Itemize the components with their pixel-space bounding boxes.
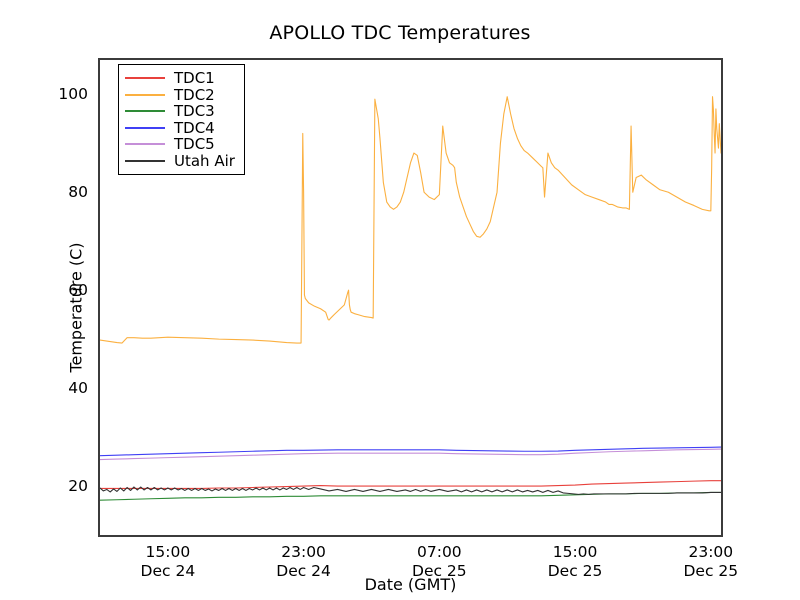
legend-item: Utah Air xyxy=(125,151,235,170)
y-tick-label: 20 xyxy=(68,477,88,496)
x-tick-time: 23:00 xyxy=(281,543,326,561)
legend-label: TDC4 xyxy=(174,118,215,137)
legend-box: TDC1 TDC2 TDC3 TDC4 TDC5 Utah Air xyxy=(118,64,245,175)
legend-color-swatch xyxy=(125,143,165,146)
x-tick-time: 15:00 xyxy=(145,543,191,561)
legend-color-swatch xyxy=(125,93,165,96)
y-tick-label: 60 xyxy=(68,281,88,300)
x-tick-time: 15:00 xyxy=(552,543,598,561)
legend-label: TDC2 xyxy=(174,85,215,104)
x-tick-label: 15:00 Dec 24 xyxy=(141,543,196,581)
series-line-tdc5 xyxy=(100,448,721,461)
legend-label: TDC1 xyxy=(174,69,215,87)
x-tick-time: 07:00 xyxy=(417,543,462,561)
legend-item: TDC1 xyxy=(125,70,235,87)
legend-label: TDC3 xyxy=(174,102,215,120)
x-tick-date: Dec 24 xyxy=(276,562,331,580)
legend-item: TDC5 xyxy=(125,136,235,153)
x-tick-date: Dec 25 xyxy=(683,562,739,580)
x-axis-label: Date (GMT) xyxy=(364,575,457,594)
chart-title: APOLLO TDC Temperatures xyxy=(269,22,531,44)
x-tick-label: 23:00 Dec 25 xyxy=(683,543,738,581)
series-line-tdc1 xyxy=(100,480,721,490)
x-tick-label: 15:00 Dec 25 xyxy=(548,543,603,581)
legend-color-swatch xyxy=(125,126,165,129)
x-tick-date: Dec 24 xyxy=(140,562,196,580)
y-axis-label: Temperature (C) xyxy=(66,242,86,373)
data-lines xyxy=(100,96,721,501)
series-line-tdc2 xyxy=(100,96,721,344)
legend-color-swatch xyxy=(125,77,165,80)
series-line-tdc4 xyxy=(100,446,721,457)
x-tick-time: 23:00 xyxy=(688,543,734,561)
legend-color-swatch xyxy=(125,110,165,113)
x-tick-label: 23:00 Dec 24 xyxy=(276,543,331,581)
y-tick-label: 80 xyxy=(68,183,88,202)
legend-color-swatch xyxy=(125,159,165,162)
legend-label: Utah Air xyxy=(174,151,235,170)
x-tick-date: Dec 25 xyxy=(547,562,603,580)
legend-item: TDC3 xyxy=(125,103,235,120)
y-tick-label: 40 xyxy=(68,379,88,398)
series-line-utah-air xyxy=(100,486,721,495)
x-tick-date: Dec 25 xyxy=(412,562,467,580)
legend-item: TDC4 xyxy=(125,118,235,137)
legend-item: TDC2 xyxy=(125,85,235,104)
x-tick-label: 07:00 Dec 25 xyxy=(412,543,467,581)
y-tick-label: 100 xyxy=(58,85,88,104)
legend-label: TDC5 xyxy=(174,135,215,153)
